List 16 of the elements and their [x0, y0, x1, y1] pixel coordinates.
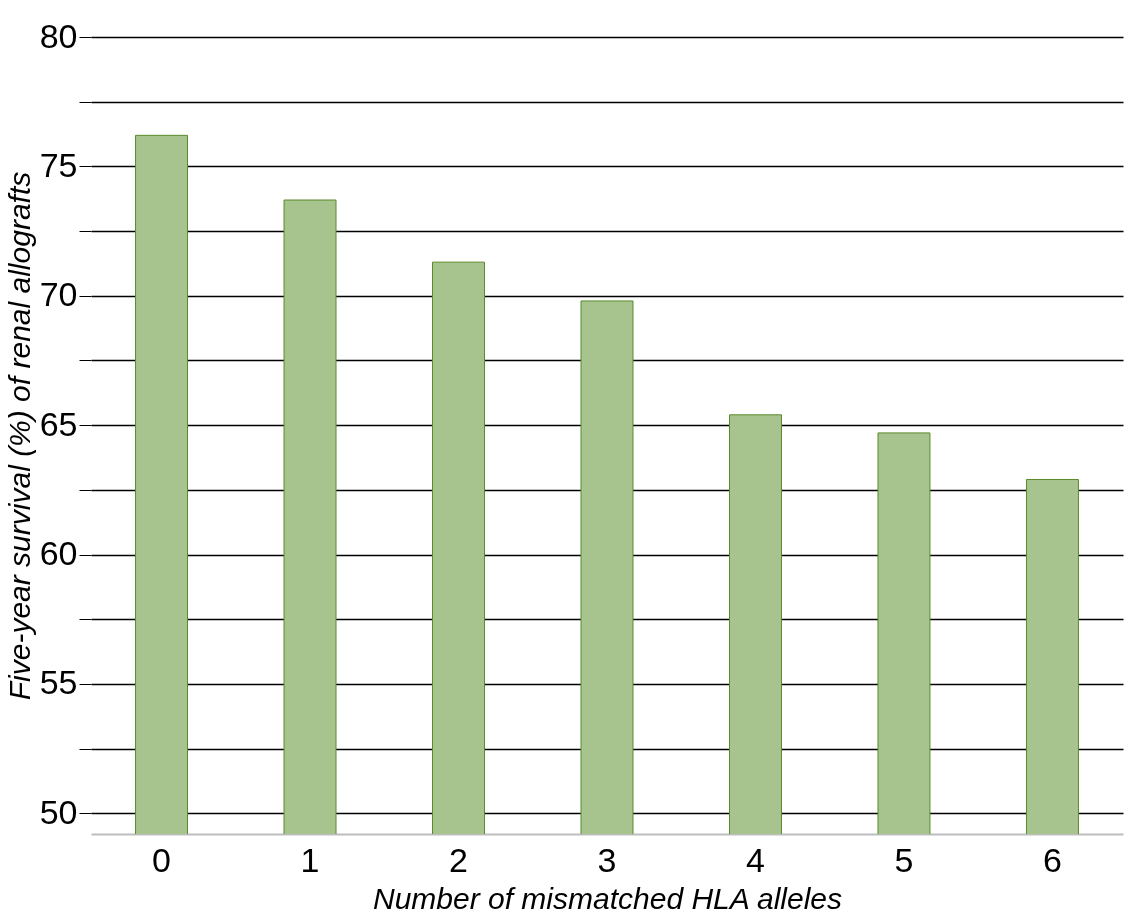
y-tick-label: 60	[39, 534, 78, 573]
x-tick-label: 2	[449, 840, 468, 879]
x-tick-label: 6	[1043, 840, 1062, 879]
x-tick-label: 3	[597, 840, 617, 879]
x-tick-label: 1	[300, 840, 320, 879]
y-axis-title: Five-year survival (%) of renal allografts	[2, 171, 36, 701]
y-tick-label: 70	[39, 275, 78, 314]
x-tick-label: 0	[152, 840, 171, 879]
x-tick-label: 5	[894, 840, 914, 879]
y-tick-label: 75	[39, 145, 78, 184]
y-tick-label: 50	[39, 792, 78, 831]
y-tick-label: 65	[39, 404, 78, 443]
y-tick-label: 55	[39, 663, 78, 702]
x-axis-title: Number of mismatched HLA alleles	[372, 881, 843, 915]
y-tick-label: 80	[39, 16, 78, 55]
x-tick-label: 4	[746, 840, 765, 879]
